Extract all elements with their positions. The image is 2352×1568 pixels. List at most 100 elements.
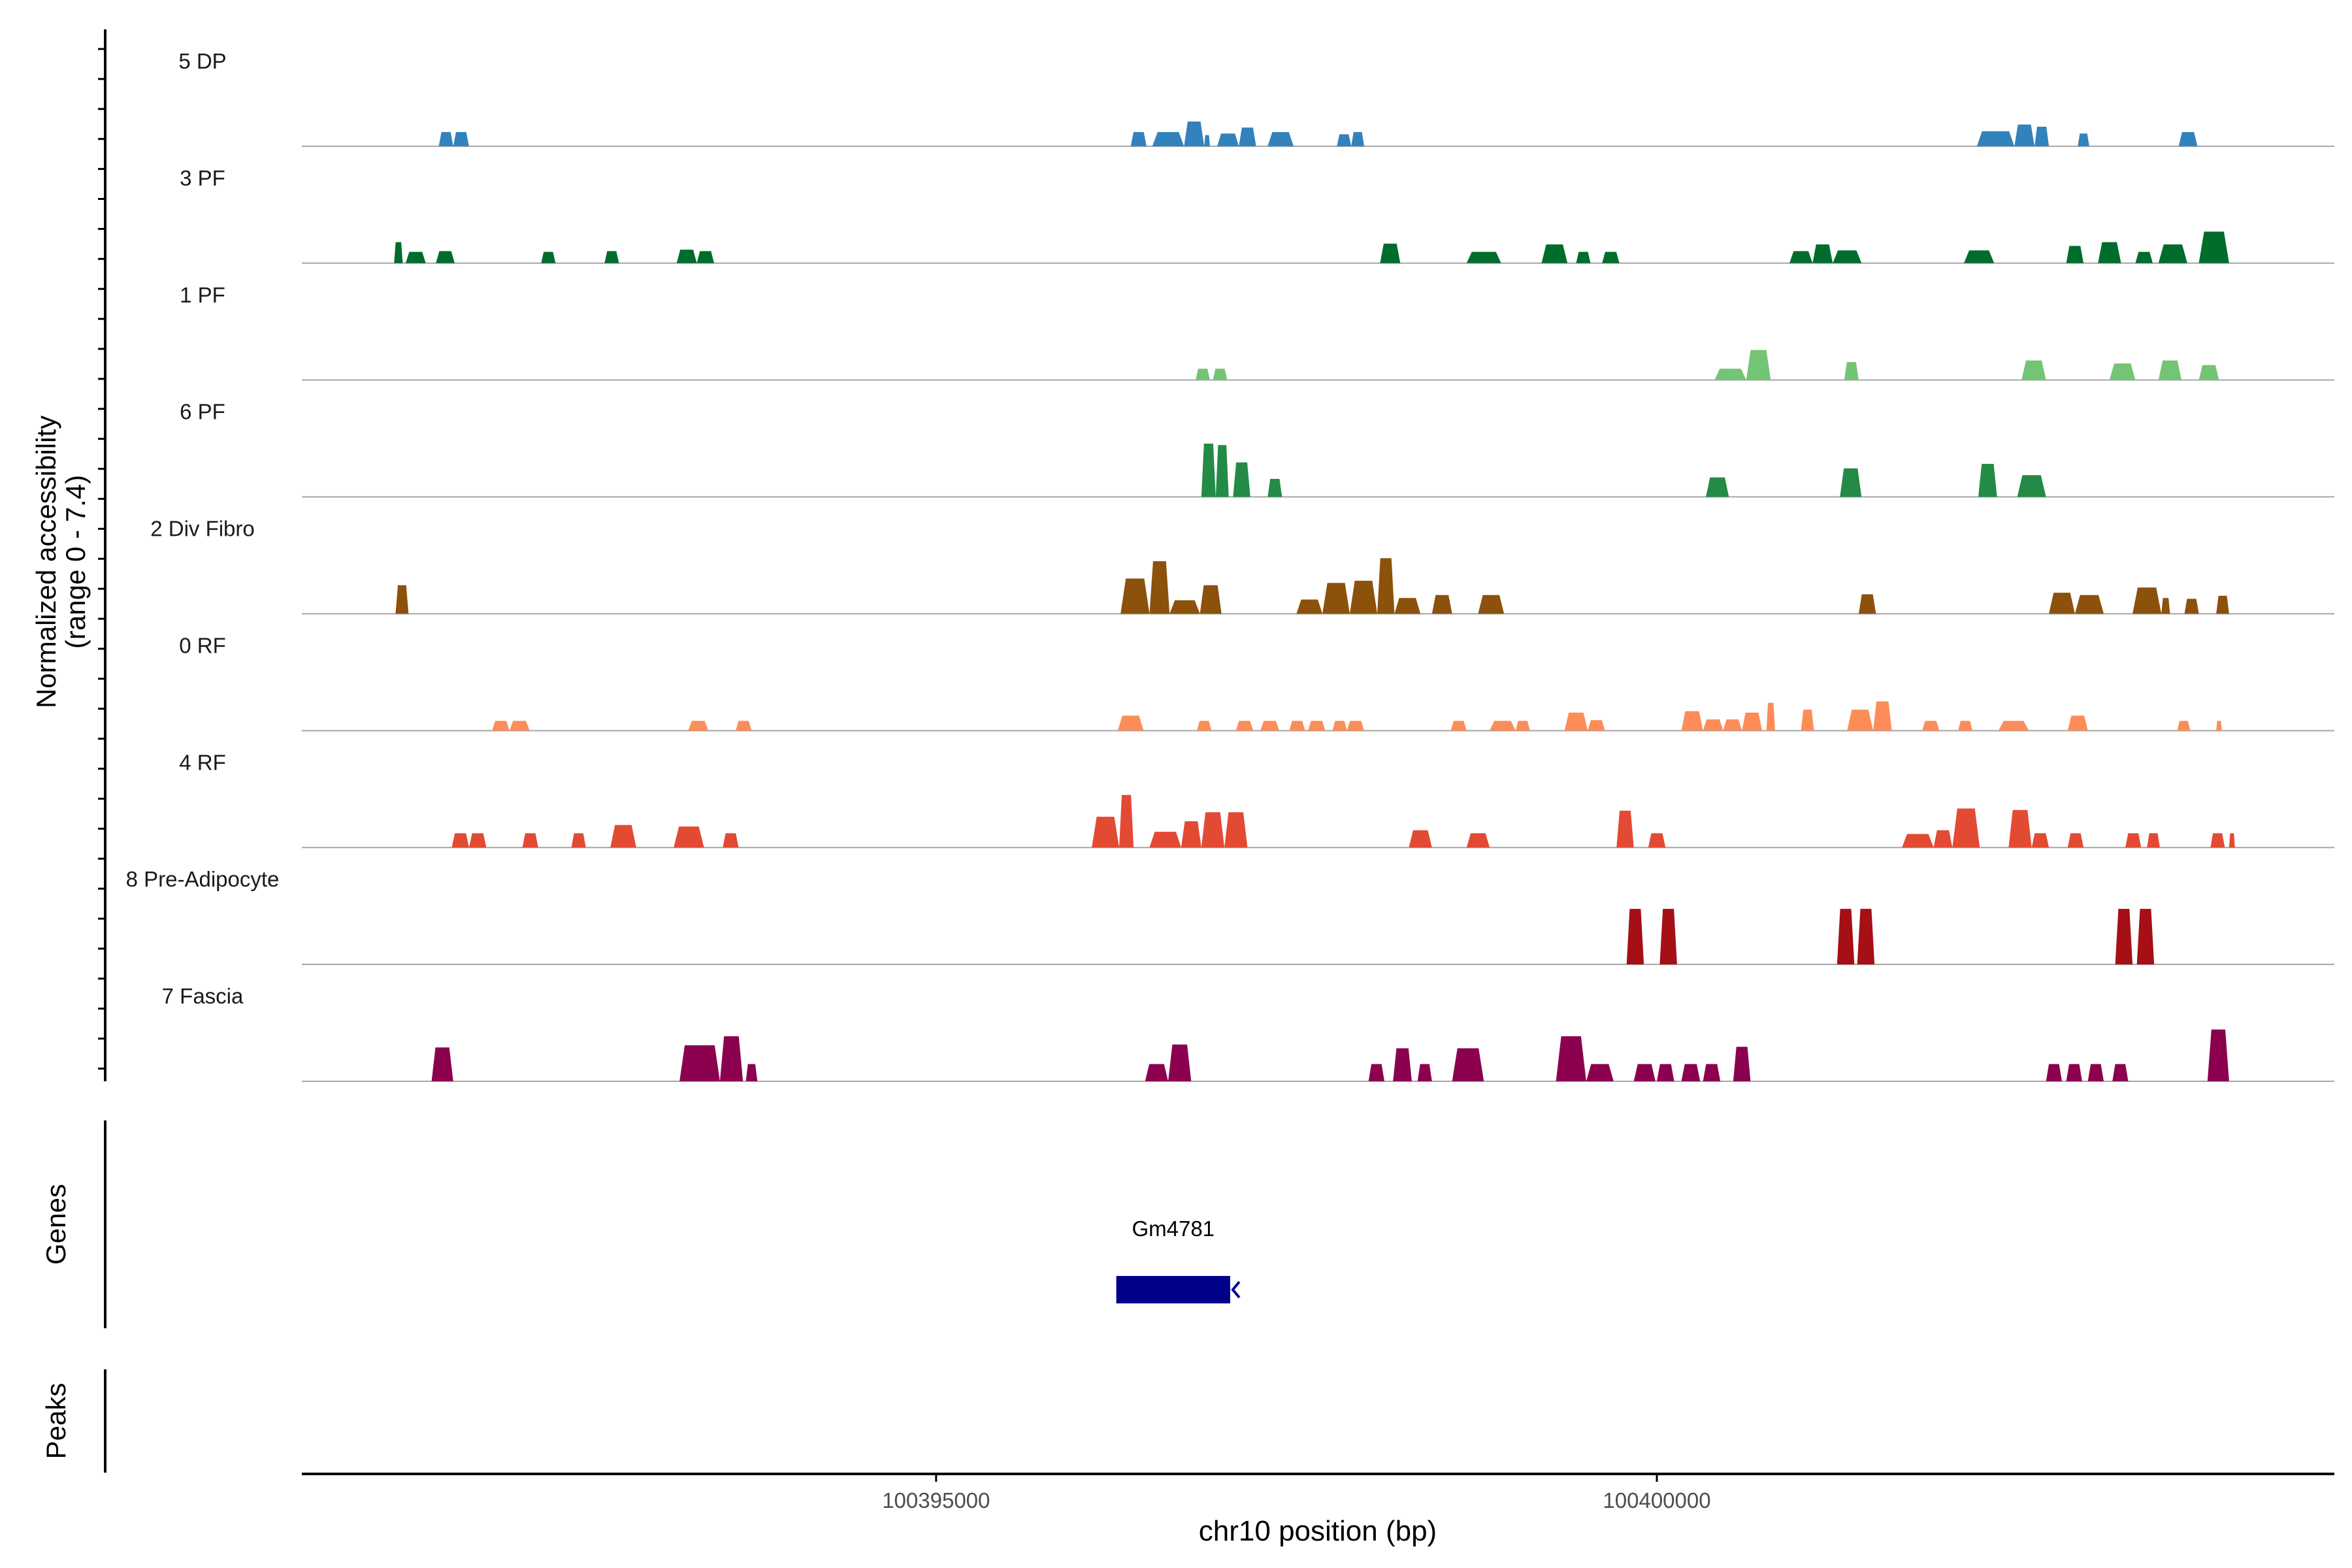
peak-7-fascia-8 xyxy=(1417,1064,1432,1081)
peak-7-fascia-17 xyxy=(2046,1064,2062,1081)
peak-7-fascia-7 xyxy=(1393,1048,1412,1081)
peak-4-rf-18 xyxy=(1933,830,1953,848)
peak-4-rf-20 xyxy=(2008,809,2032,848)
peak-7-fascia-21 xyxy=(2207,1029,2229,1081)
x-axis-ticks: 100395000 100400000 xyxy=(882,1474,1711,1512)
track-8-pre-adipocyte: 8 Pre-Adipocyte xyxy=(126,867,2334,966)
peak-3-pf-14 xyxy=(1833,250,1862,263)
peak-7-fascia-10 xyxy=(1556,1036,1586,1081)
peak-5-dp-8 xyxy=(1267,132,1294,146)
peak-2-div-fibro-0 xyxy=(395,585,409,614)
peak-4-rf-25 xyxy=(2210,833,2225,848)
peak-0-rf-11 xyxy=(1347,721,1365,731)
peak-2-div-fibro-13 xyxy=(2049,593,2075,614)
peak-1-pf-0 xyxy=(1196,368,1210,380)
peak-0-rf-28 xyxy=(2067,715,2088,731)
peak-8-pre-adipocyte-4 xyxy=(2115,909,2133,965)
peak-5-dp-1 xyxy=(453,132,469,146)
peak-6-pf-1 xyxy=(1215,445,1229,497)
peak-8-pre-adipocyte-5 xyxy=(2136,909,2155,965)
peak-0-rf-19 xyxy=(1723,719,1742,731)
peak-1-pf-2 xyxy=(1714,368,1746,380)
peak-5-dp-7 xyxy=(1239,127,1256,146)
peak-2-div-fibro-7 xyxy=(1350,580,1377,614)
peak-2-div-fibro-10 xyxy=(1431,595,1452,614)
peak-7-fascia-4 xyxy=(1145,1064,1168,1081)
peak-7-fascia-11 xyxy=(1586,1064,1614,1081)
peak-7-fascia-12 xyxy=(1633,1064,1656,1081)
peak-5-dp-6 xyxy=(1217,133,1239,146)
peak-0-rf-16 xyxy=(1588,720,1605,731)
peak-0-rf-10 xyxy=(1332,721,1347,731)
peak-0-rf-22 xyxy=(1801,710,1814,731)
peak-4-rf-23 xyxy=(2125,833,2142,848)
track-5-dp: 5 DP xyxy=(178,49,2334,147)
peak-8-pre-adipocyte-3 xyxy=(1857,909,1875,965)
peak-3-pf-1 xyxy=(405,252,426,263)
peak-0-rf-4 xyxy=(1117,715,1144,731)
track-label-2-div-fibro: 2 Div Fibro xyxy=(150,517,255,541)
peak-7-fascia-9 xyxy=(1452,1048,1484,1081)
track-3-pf: 3 PF xyxy=(180,166,2334,264)
peak-2-div-fibro-18 xyxy=(2216,595,2229,614)
x-tick-label-0: 100395000 xyxy=(882,1488,990,1512)
peak-7-fascia-0 xyxy=(431,1047,453,1081)
peak-0-rf-0 xyxy=(492,721,510,731)
track-2-div-fibro: 2 Div Fibro xyxy=(150,517,2334,615)
peak-4-rf-7 xyxy=(1092,817,1119,848)
peak-3-pf-10 xyxy=(1576,252,1591,263)
peak-1-pf-4 xyxy=(1844,362,1859,380)
peak-2-div-fibro-1 xyxy=(1120,578,1150,614)
peak-4-rf-5 xyxy=(674,826,704,848)
coverage-y-axis xyxy=(98,29,106,1081)
track-4-rf: 4 RF xyxy=(179,750,2334,849)
peak-2-div-fibro-17 xyxy=(2184,598,2199,614)
peak-4-rf-1 xyxy=(468,833,487,848)
peak-3-pf-20 xyxy=(2198,231,2229,263)
coverage-y-axis-title-line2: (range 0 - 7.4) xyxy=(60,475,91,649)
gene-label-gm4781: Gm4781 xyxy=(1132,1217,1215,1241)
peak-0-rf-8 xyxy=(1289,721,1305,731)
gene-models: Gm4781 xyxy=(1116,1217,1241,1303)
peak-8-pre-adipocyte-1 xyxy=(1659,909,1677,965)
peak-0-rf-15 xyxy=(1564,712,1588,731)
peak-3-pf-0 xyxy=(394,242,403,263)
peak-1-pf-5 xyxy=(2021,360,2046,380)
track-label-0-rf: 0 RF xyxy=(179,633,226,657)
peak-6-pf-2 xyxy=(1233,462,1250,497)
peak-2-div-fibro-12 xyxy=(1858,594,1876,614)
peak-4-rf-10 xyxy=(1181,821,1201,848)
peak-6-pf-6 xyxy=(1978,464,1997,497)
peak-1-pf-7 xyxy=(2158,360,2182,380)
peak-4-rf-3 xyxy=(571,833,586,848)
peak-2-div-fibro-8 xyxy=(1377,558,1395,614)
coverage-y-axis-title-line1: Normalized accessibility xyxy=(31,416,61,708)
peak-0-rf-9 xyxy=(1308,721,1326,731)
peak-4-rf-14 xyxy=(1466,833,1490,848)
peak-7-fascia-13 xyxy=(1657,1064,1674,1081)
peak-7-fascia-19 xyxy=(2087,1064,2104,1081)
peak-4-rf-2 xyxy=(522,833,538,848)
peak-4-rf-13 xyxy=(1409,830,1432,848)
peak-3-pf-4 xyxy=(604,251,619,263)
peak-3-pf-15 xyxy=(1964,250,1995,263)
peak-4-rf-4 xyxy=(610,825,636,848)
peak-0-rf-20 xyxy=(1742,712,1763,731)
peak-4-rf-17 xyxy=(1902,834,1934,848)
peak-0-rf-23 xyxy=(1847,710,1873,731)
peak-3-pf-5 xyxy=(676,250,697,263)
peak-0-rf-3 xyxy=(736,721,752,731)
peak-0-rf-13 xyxy=(1490,721,1516,731)
peak-4-rf-24 xyxy=(2147,833,2160,848)
genes-panel: Genes Gm4781 xyxy=(41,1120,1241,1328)
track-label-6-pf: 6 PF xyxy=(180,400,225,424)
peak-2-div-fibro-3 xyxy=(1169,600,1200,614)
track-label-1-pf: 1 PF xyxy=(180,283,225,307)
peak-4-rf-19 xyxy=(1952,808,1980,848)
peak-7-fascia-16 xyxy=(1733,1047,1751,1081)
peak-2-div-fibro-11 xyxy=(1478,595,1505,614)
peak-5-dp-5 xyxy=(1204,135,1210,146)
peak-5-dp-9 xyxy=(1337,134,1352,146)
peak-4-rf-12 xyxy=(1224,812,1248,848)
